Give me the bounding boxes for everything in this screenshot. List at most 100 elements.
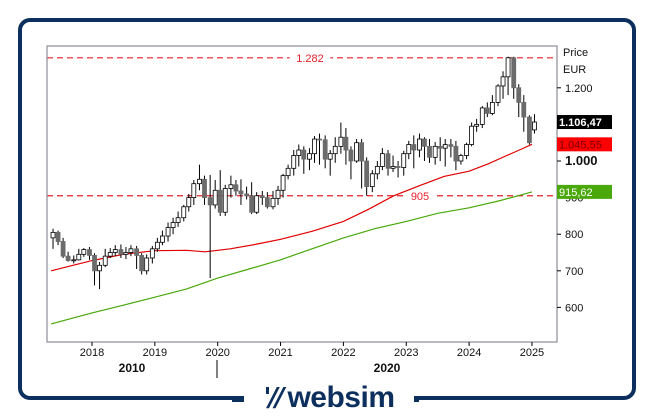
candle [364,157,370,196]
candle [275,185,281,205]
candle [280,173,286,198]
websim-wordmark: websim [287,381,395,414]
candle [474,118,480,132]
candle [338,122,344,154]
moving-average-line [50,191,533,325]
candle [228,175,234,198]
candle [390,155,396,172]
y-tick-label: 1.200 [565,83,593,95]
candle [495,84,501,107]
candle [489,95,495,116]
candle [202,175,207,205]
candle [134,245,140,269]
y-tick-label: 800 [565,229,583,241]
candle [102,248,108,268]
candle [175,211,181,227]
candle [197,164,202,191]
x-decade-label: 2020 [374,361,401,375]
svg-text:1.106,47: 1.106,47 [559,117,602,129]
plot-border [46,45,558,343]
candle [369,170,375,193]
candle [437,137,443,161]
candle [165,222,171,242]
candle [154,237,160,252]
candle [186,193,192,212]
candle [249,182,255,215]
candle [238,179,244,205]
candle [181,204,187,222]
candle [107,248,113,258]
candle [301,146,307,174]
candle [144,254,150,275]
candle [432,141,438,165]
candle [296,144,302,167]
candle [71,255,77,264]
candle [264,192,270,209]
reference-line-label: 1.282 [296,53,324,65]
x-tick-label: 2019 [143,347,167,359]
candle [212,180,218,209]
x-axis: 2018 2019 2020 2021 2022 2023 2024 2025 2010 2020 [80,342,544,378]
candle [469,122,475,147]
candle [118,244,124,258]
reference-line-label: 905 [411,191,429,203]
candle [317,133,322,165]
candle [458,153,464,165]
x-tick-label: 2020 [205,347,229,359]
candle [401,150,407,176]
candle [207,174,213,279]
candle [411,135,417,169]
x-tick-label: 2018 [80,347,104,359]
candle [128,245,134,257]
x-tick-label: 2023 [394,347,418,359]
y-tick-label: 600 [565,302,583,314]
candle [285,164,291,180]
moving-average-line [50,143,533,272]
candle [527,115,532,145]
candle [307,148,312,171]
websim-mark-icon: '// [263,383,285,413]
candle [244,186,250,200]
chart-frame [18,18,636,400]
candle [270,191,276,210]
candle [374,161,380,180]
candle [521,95,527,132]
candle [406,140,412,160]
candle [312,136,317,163]
price-tag-last-price: 1.106,47 [557,115,612,130]
candle [92,253,97,286]
candle [159,230,165,246]
candle [511,56,517,99]
candle [259,191,265,205]
candle [123,247,129,260]
candle [87,247,92,260]
candle [81,248,87,257]
x-tick-label: 2022 [331,347,355,359]
plot-area: 1.282 905 [46,45,558,343]
candle [379,148,385,171]
candle [442,139,448,167]
candle [348,146,354,180]
candle [385,150,391,176]
candle [291,150,297,176]
candle [332,137,338,163]
svg-text:1.045,55: 1.045,55 [559,139,602,151]
candle [170,217,176,235]
svg-text:915,62: 915,62 [559,187,593,199]
candle [479,106,485,129]
candle [217,170,223,216]
price-tag-ma-green: 915,62 [557,184,612,199]
candle [516,84,522,118]
candle [343,128,349,165]
candle [448,139,454,158]
candle [139,253,145,275]
candle [532,114,537,134]
axis-title-price: Price [563,47,588,59]
candle [76,248,82,261]
candle [149,245,155,264]
candle [50,228,56,249]
candle [395,161,401,178]
candle [322,135,328,169]
candle [60,237,66,258]
